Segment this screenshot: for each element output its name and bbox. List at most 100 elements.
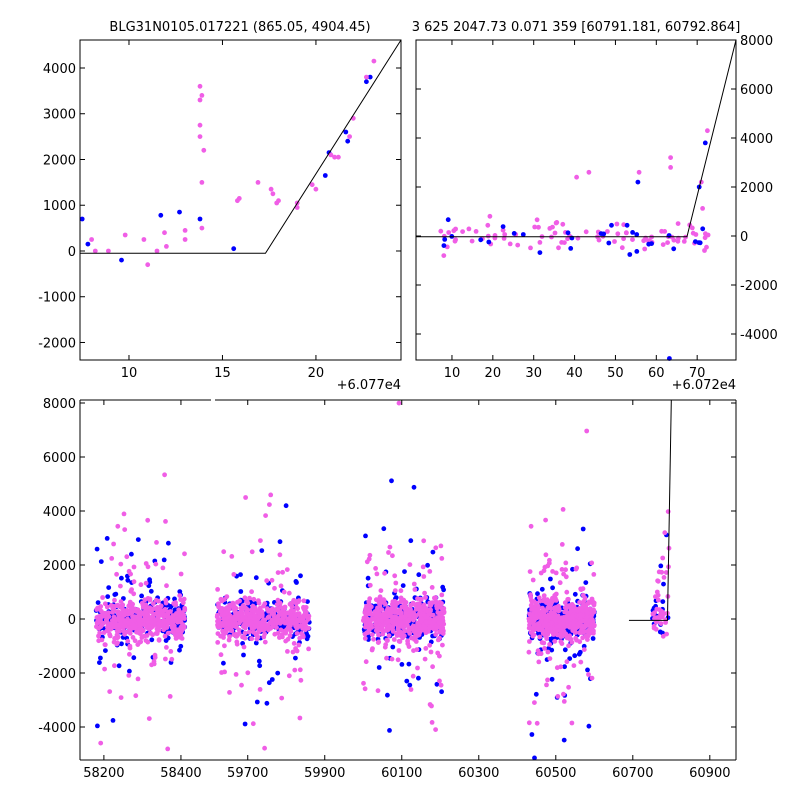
data-point <box>142 597 148 603</box>
data-point <box>301 612 307 618</box>
data-point <box>408 538 414 544</box>
data-point <box>580 603 586 609</box>
data-point <box>384 637 390 643</box>
data-point <box>446 230 452 235</box>
data-point <box>147 577 153 583</box>
data-point <box>373 597 379 603</box>
x-tick-label: 60300 <box>458 766 499 781</box>
data-point <box>182 237 188 242</box>
data-point <box>181 596 187 602</box>
data-point <box>560 621 566 627</box>
data-point <box>566 643 571 649</box>
data-point <box>262 745 267 751</box>
data-point <box>406 661 412 667</box>
data-point <box>218 608 224 613</box>
data-point <box>539 640 545 645</box>
data-point <box>675 238 681 244</box>
data-point <box>127 645 133 651</box>
data-point <box>245 600 251 606</box>
data-point <box>309 182 315 188</box>
data-point <box>114 617 119 622</box>
data-point <box>399 662 405 667</box>
data-point <box>671 246 677 252</box>
data-point <box>222 611 227 617</box>
data-point <box>575 546 580 552</box>
data-point <box>231 606 237 612</box>
data-point <box>705 128 710 134</box>
data-point <box>656 569 662 575</box>
data-point <box>567 656 573 661</box>
data-point <box>423 620 429 625</box>
data-point <box>466 226 472 232</box>
data-point <box>243 620 248 626</box>
data-point <box>381 526 387 532</box>
data-point <box>537 250 543 256</box>
data-point <box>398 588 404 594</box>
data-point <box>642 246 648 252</box>
data-point <box>363 606 369 611</box>
x-tick-label: 60100 <box>381 766 422 781</box>
data-point <box>437 599 443 605</box>
data-point <box>658 563 664 569</box>
x-tick-label: 10 <box>444 366 461 381</box>
data-point <box>221 631 227 636</box>
data-point <box>267 502 272 507</box>
data-point <box>700 206 705 211</box>
x-tick-label: 59900 <box>304 766 345 781</box>
data-point <box>177 209 182 215</box>
data-point <box>542 646 547 651</box>
data-point <box>416 572 422 578</box>
data-point <box>96 633 101 639</box>
data-point <box>584 614 590 620</box>
data-point <box>274 625 279 630</box>
data-point <box>545 649 551 655</box>
data-point <box>615 231 621 237</box>
data-point <box>563 631 569 637</box>
data-point <box>279 695 285 701</box>
data-point <box>432 595 437 601</box>
data-point <box>567 616 573 622</box>
data-point <box>248 621 254 626</box>
data-point <box>624 230 629 236</box>
data-point <box>98 655 103 661</box>
data-point <box>560 221 566 227</box>
data-point <box>127 630 133 636</box>
data-point <box>129 587 135 592</box>
data-point <box>281 589 287 595</box>
data-point <box>621 236 626 242</box>
y-tick-label: 2000 <box>43 153 76 168</box>
data-point <box>365 575 371 581</box>
x-tick-label: 58200 <box>83 766 124 781</box>
data-point <box>394 608 399 613</box>
plot-frame <box>415 39 737 361</box>
data-point <box>402 569 407 574</box>
data-point <box>407 682 413 688</box>
data-point <box>370 646 375 651</box>
data-point <box>652 610 657 616</box>
data-point <box>257 605 263 611</box>
data-point <box>154 540 159 545</box>
data-point <box>303 625 308 630</box>
data-point <box>199 225 205 231</box>
data-point <box>130 635 136 640</box>
data-point <box>172 596 177 602</box>
data-point <box>135 676 141 682</box>
data-point <box>441 587 446 593</box>
data-point <box>110 609 115 615</box>
data-point <box>619 245 625 251</box>
data-point <box>266 607 271 613</box>
data-point <box>144 604 150 610</box>
model-line <box>80 39 402 254</box>
data-point <box>167 694 173 699</box>
data-point <box>397 607 403 613</box>
data-point <box>445 217 451 223</box>
y-tick-label: 2000 <box>43 559 76 574</box>
data-point <box>255 634 261 640</box>
data-point <box>306 646 311 652</box>
data-point <box>586 723 592 729</box>
data-point <box>544 682 549 688</box>
data-point <box>162 230 167 236</box>
data-point <box>197 97 203 103</box>
data-point <box>345 138 351 144</box>
data-point <box>138 618 144 623</box>
